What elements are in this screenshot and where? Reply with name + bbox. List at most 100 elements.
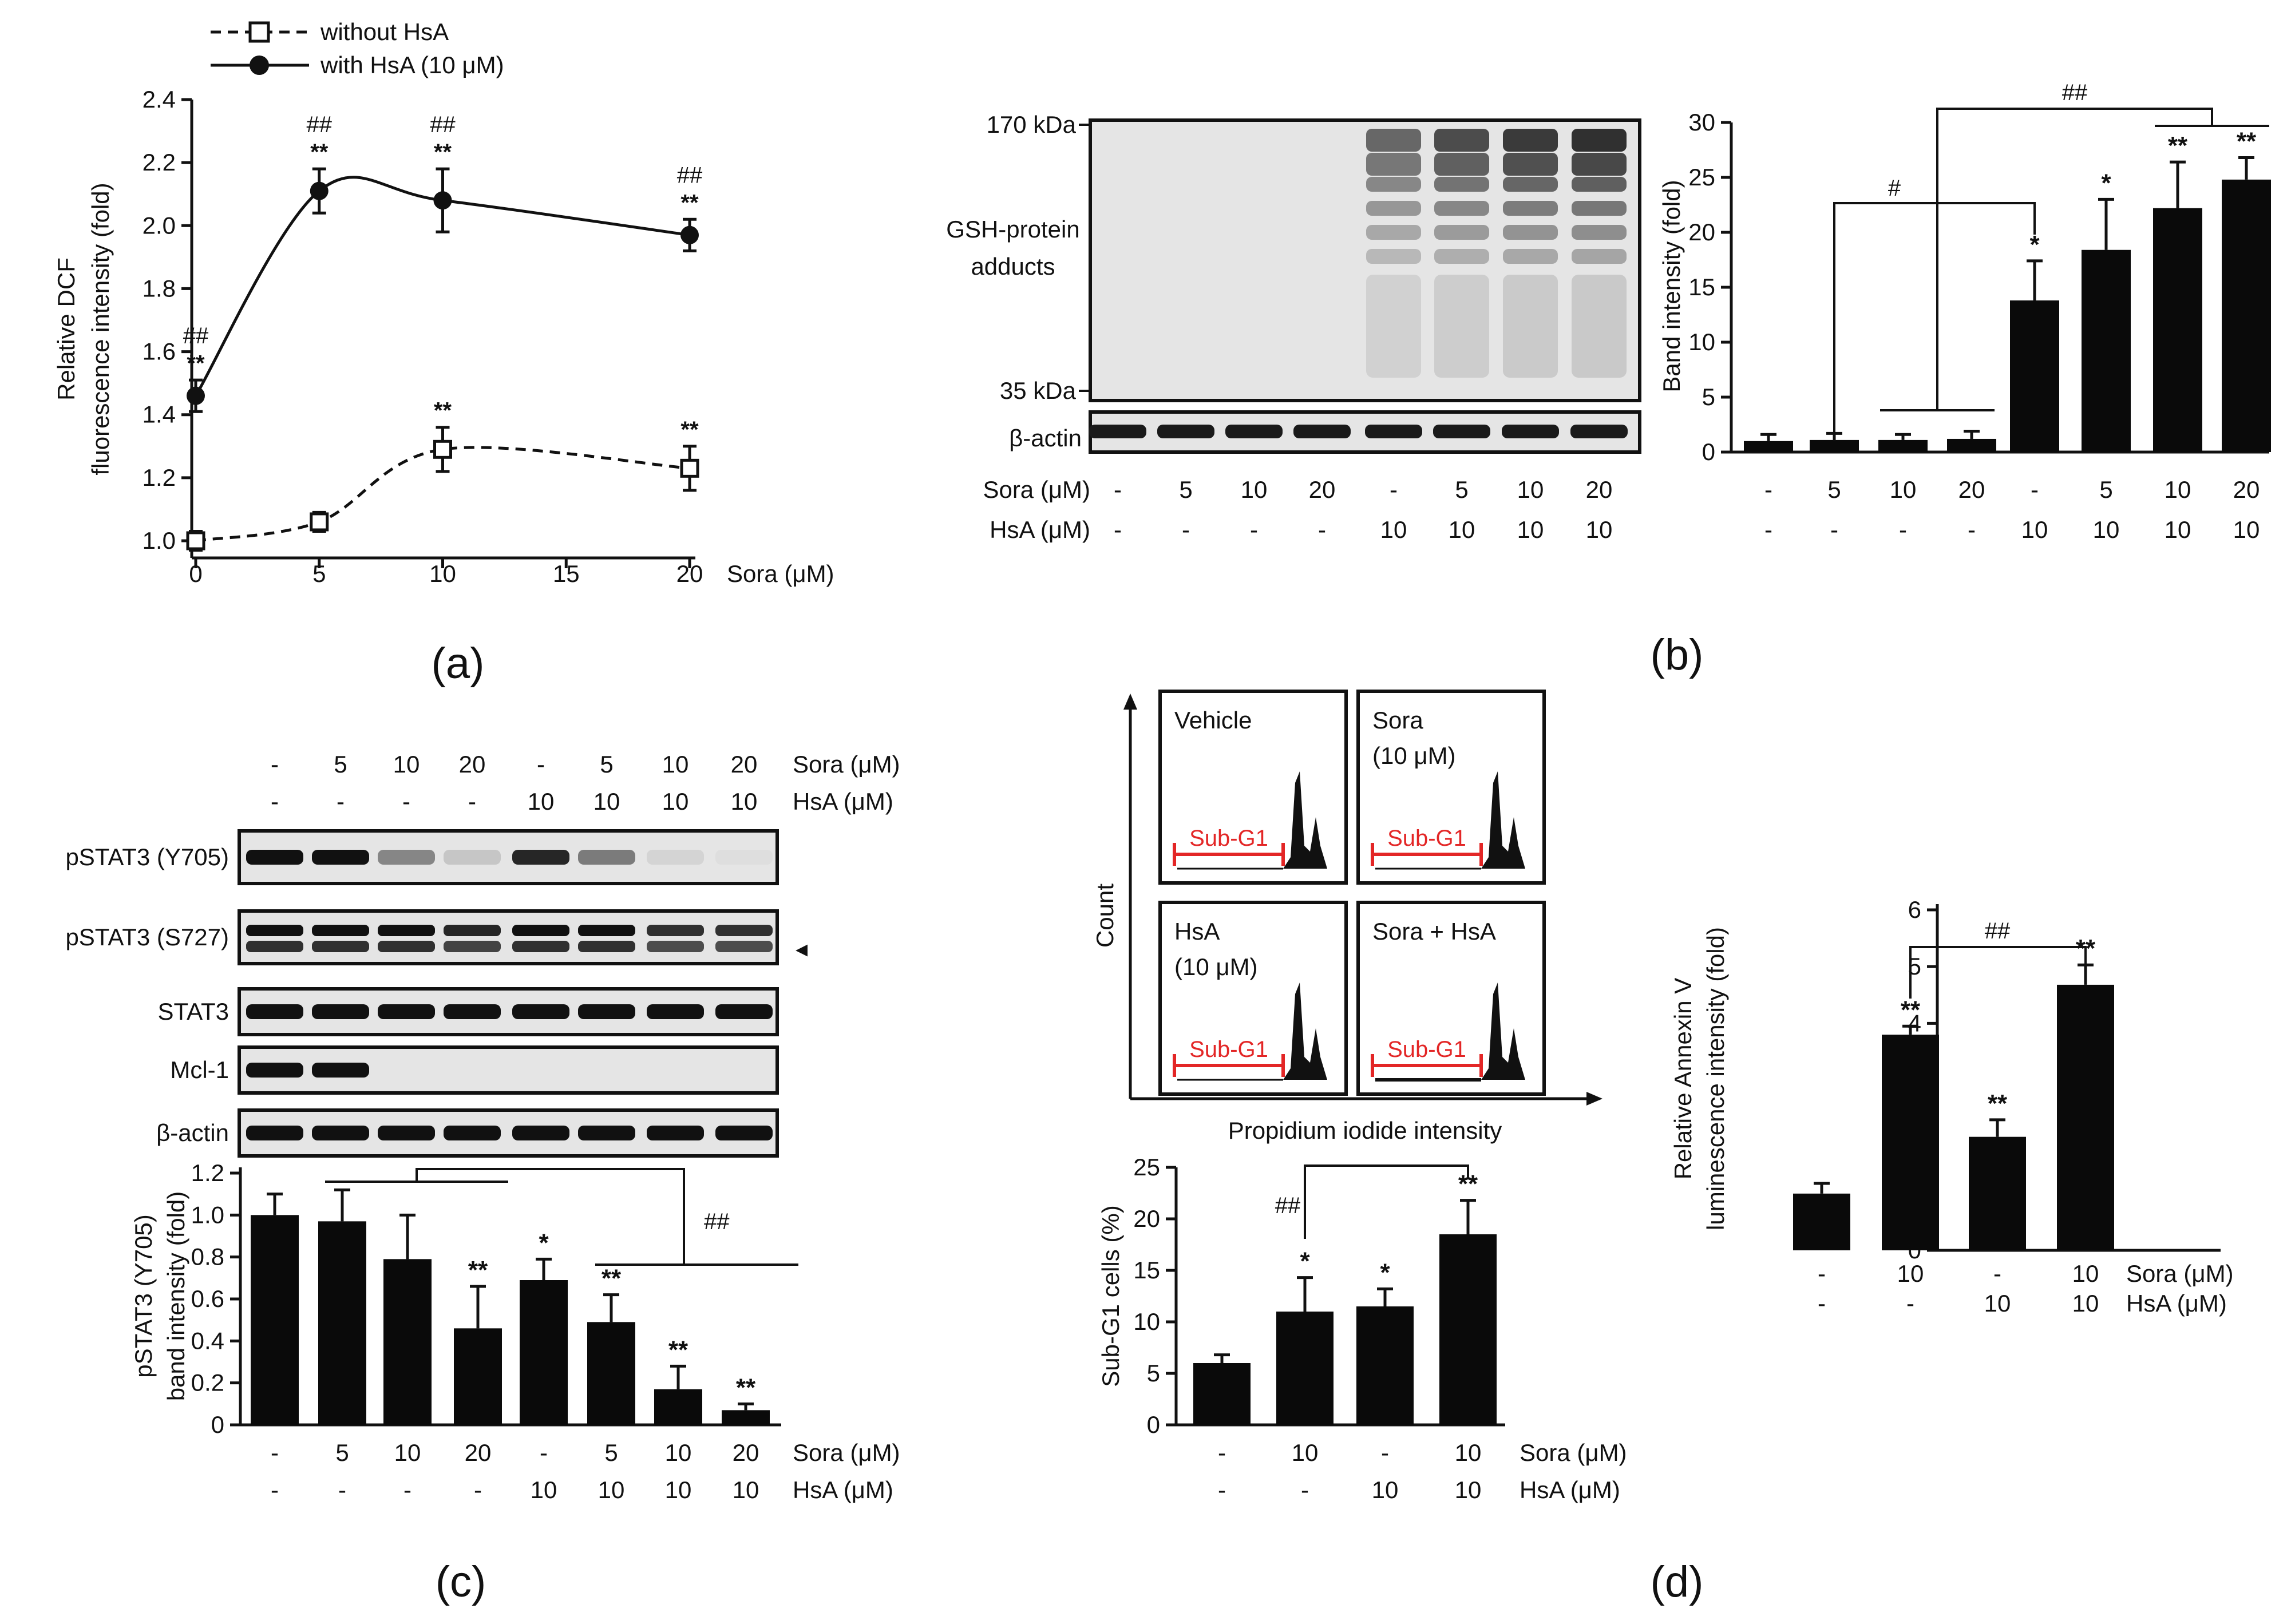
significance-mark: * bbox=[539, 1229, 549, 1257]
bar bbox=[1793, 1193, 1850, 1250]
lane-label-sora: 10 bbox=[665, 1439, 692, 1466]
gsh-smear-band bbox=[1434, 129, 1489, 152]
sig-mark-c: ## bbox=[704, 1209, 730, 1234]
x-tick-label: 15 bbox=[553, 560, 580, 587]
lane-label-sora: 10 bbox=[1890, 476, 1917, 503]
lane-label-sora: - bbox=[537, 751, 545, 778]
actin-band bbox=[1293, 425, 1351, 438]
gsh-smear-band bbox=[1572, 129, 1627, 152]
blot-band bbox=[512, 1126, 569, 1140]
flow-y-arrow-icon bbox=[1123, 694, 1137, 710]
blot-row-label: β-actin bbox=[156, 1119, 229, 1146]
blot-band bbox=[246, 941, 303, 952]
histogram-peak bbox=[1283, 771, 1327, 869]
blot-band bbox=[647, 1004, 704, 1019]
sig-mark-d2: ## bbox=[1985, 918, 2011, 944]
gsh-smear-band bbox=[1366, 129, 1421, 152]
plot-area-d1: * *** bbox=[1193, 1170, 1497, 1425]
y-tick-label: 20 bbox=[1133, 1205, 1160, 1232]
bar bbox=[2222, 179, 2271, 452]
blot-band bbox=[578, 925, 635, 936]
significance-mark: ** bbox=[434, 398, 452, 423]
lane-label-hsa: - bbox=[468, 788, 476, 815]
blot-band bbox=[312, 925, 369, 936]
plot-area-c: ********* bbox=[251, 1188, 770, 1425]
lane-label-sora: 20 bbox=[731, 751, 758, 778]
lane-label-sora: - bbox=[1218, 1439, 1226, 1466]
significance-mark: * bbox=[1380, 1258, 1390, 1286]
data-point-circle bbox=[187, 386, 205, 405]
bar bbox=[1882, 1035, 1939, 1250]
gsh-smear-band bbox=[1434, 249, 1489, 264]
lane-label-hsa: 10 bbox=[731, 788, 758, 815]
blot-band bbox=[246, 850, 303, 865]
blot-row bbox=[238, 909, 779, 965]
y-ticks-c: 0 0.2 0.4 0.6 0.8 1.0 1.2 bbox=[191, 1159, 240, 1438]
gsh-smear-lower bbox=[1503, 275, 1558, 378]
lane-label-sora: 20 bbox=[733, 1439, 759, 1466]
blot-band bbox=[444, 1126, 501, 1140]
significance-mark: ** bbox=[680, 417, 699, 442]
gsh-smear-band bbox=[1503, 249, 1558, 264]
x-axis-label-a: Sora (μM) bbox=[727, 560, 834, 587]
lane-label-sora: - bbox=[1764, 476, 1772, 503]
significance-mark: ** bbox=[680, 190, 699, 215]
actin-band bbox=[1089, 425, 1146, 438]
lane-label-hsa: 10 bbox=[531, 1476, 557, 1503]
data-point-circle bbox=[680, 225, 699, 244]
lane-label-sora: 5 bbox=[334, 751, 347, 778]
blot-band bbox=[647, 1126, 704, 1140]
y-tick-label: 1.2 bbox=[143, 464, 176, 491]
actin-band bbox=[1570, 425, 1628, 438]
blot-row-label: pSTAT3 (S727) bbox=[65, 924, 229, 950]
gsh-smear-band bbox=[1503, 177, 1558, 192]
actin-band bbox=[1433, 425, 1490, 438]
blot-band bbox=[715, 1004, 773, 1019]
gsh-smear-band bbox=[1572, 225, 1627, 240]
bar bbox=[1439, 1234, 1497, 1425]
lane-label-sora: - bbox=[1390, 476, 1398, 503]
x-tick-label: 0 bbox=[189, 560, 202, 587]
flow-box-label: Sora bbox=[1372, 707, 1423, 734]
gsh-smear-lower bbox=[1434, 275, 1489, 378]
lane-label-sora: - bbox=[540, 1439, 548, 1466]
bar bbox=[520, 1280, 568, 1425]
gsh-smear-band bbox=[1434, 153, 1489, 176]
lane-label-hsa: - bbox=[474, 1476, 482, 1503]
plot-area-d2: ****** bbox=[1793, 934, 2114, 1250]
x-tick-label: 5 bbox=[312, 560, 326, 587]
lane-label-hsa: 10 bbox=[1455, 1476, 1482, 1503]
bar bbox=[318, 1221, 366, 1425]
bar bbox=[1356, 1306, 1414, 1425]
y-axis-label-a-line1: Relative DCF bbox=[53, 258, 80, 401]
flow-x-arrow-icon bbox=[1586, 1092, 1602, 1106]
blot-band bbox=[444, 850, 501, 865]
sig-bracket-d1: ## bbox=[1275, 1164, 1469, 1239]
b-actin-label-b: β-actin bbox=[1009, 425, 1082, 451]
blot-band bbox=[312, 850, 369, 865]
significance-mark: ** bbox=[602, 1265, 622, 1293]
bar bbox=[1969, 1136, 2026, 1250]
blot-band bbox=[715, 1126, 773, 1140]
data-point-circle bbox=[433, 191, 452, 210]
gsh-smear-band bbox=[1572, 177, 1627, 192]
blot-band bbox=[715, 925, 773, 936]
gsh-smear-band bbox=[1434, 177, 1489, 192]
legend-marker-circle bbox=[250, 56, 269, 75]
blot-band bbox=[444, 1004, 501, 1019]
histogram-peak bbox=[1481, 983, 1525, 1080]
lane-label-hsa: 10 bbox=[2093, 516, 2120, 543]
bar bbox=[1193, 1363, 1251, 1425]
gsh-smear-band bbox=[1366, 201, 1421, 216]
gsh-adducts-label-1: GSH-protein bbox=[946, 216, 1079, 243]
y-tick-label: 0 bbox=[211, 1411, 224, 1438]
subg1-label: Sub-G1 bbox=[1387, 826, 1466, 851]
significance-mark: ## bbox=[430, 112, 456, 137]
lane-label-sora: 5 bbox=[600, 751, 613, 778]
hsa-label-d2: HsA (μM) bbox=[2126, 1290, 2227, 1317]
blot-row-label: pSTAT3 (Y705) bbox=[65, 843, 229, 870]
lane-label-hsa: 10 bbox=[665, 1476, 692, 1503]
lane-label-sora: 10 bbox=[394, 1439, 421, 1466]
sora-label-b-blot: Sora (μM) bbox=[983, 476, 1090, 503]
